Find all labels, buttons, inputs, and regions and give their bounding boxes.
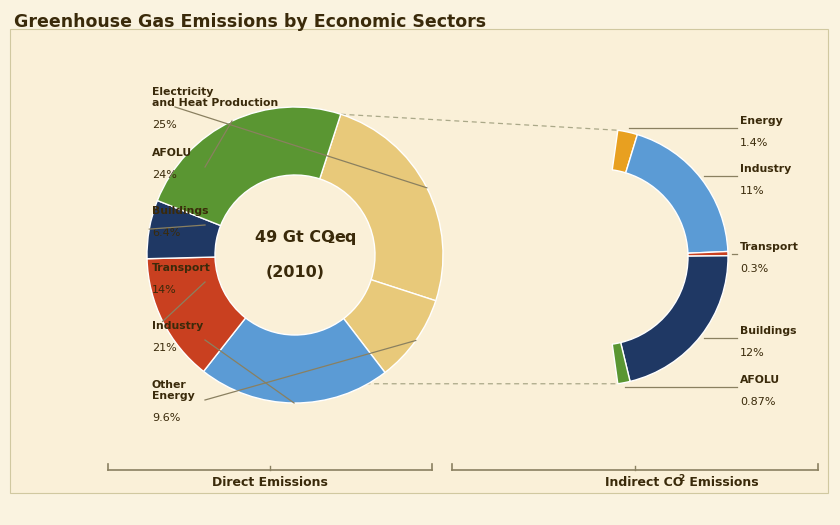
Text: eq: eq bbox=[334, 230, 356, 245]
Text: 49 Gt CO: 49 Gt CO bbox=[255, 230, 335, 245]
FancyBboxPatch shape bbox=[10, 29, 828, 493]
Text: 0.3%: 0.3% bbox=[740, 264, 769, 274]
Text: 2: 2 bbox=[327, 235, 334, 245]
Text: Transport: Transport bbox=[740, 242, 799, 251]
Text: 0.87%: 0.87% bbox=[740, 397, 775, 407]
Text: Direct Emissions: Direct Emissions bbox=[212, 476, 328, 489]
Text: 9.6%: 9.6% bbox=[152, 413, 181, 423]
Wedge shape bbox=[344, 280, 436, 373]
Text: 2: 2 bbox=[678, 474, 685, 483]
Wedge shape bbox=[147, 201, 221, 259]
Text: 14%: 14% bbox=[152, 285, 176, 295]
Wedge shape bbox=[612, 342, 630, 384]
Text: Energy: Energy bbox=[740, 116, 783, 126]
Text: 1.4%: 1.4% bbox=[740, 138, 769, 148]
Text: 11%: 11% bbox=[740, 186, 764, 196]
Text: 12%: 12% bbox=[740, 348, 764, 358]
Wedge shape bbox=[157, 107, 341, 226]
Wedge shape bbox=[626, 134, 728, 253]
Text: Industry: Industry bbox=[740, 164, 791, 174]
Wedge shape bbox=[688, 251, 728, 256]
Text: Transport: Transport bbox=[152, 263, 211, 273]
Text: (2010): (2010) bbox=[265, 265, 324, 280]
Text: Energy: Energy bbox=[152, 391, 195, 401]
Wedge shape bbox=[320, 114, 443, 301]
Text: Buildings: Buildings bbox=[740, 326, 796, 336]
Text: Industry: Industry bbox=[152, 321, 203, 331]
Text: Emissions: Emissions bbox=[685, 476, 759, 489]
Text: 24%: 24% bbox=[152, 170, 177, 180]
Wedge shape bbox=[147, 257, 245, 371]
Text: Indirect CO: Indirect CO bbox=[605, 476, 684, 489]
Text: 6.4%: 6.4% bbox=[152, 228, 181, 238]
Text: AFOLU: AFOLU bbox=[740, 375, 780, 385]
Text: Other: Other bbox=[152, 380, 186, 390]
Text: and Heat Production: and Heat Production bbox=[152, 98, 278, 108]
Wedge shape bbox=[203, 318, 385, 403]
Wedge shape bbox=[621, 256, 728, 382]
Text: AFOLU: AFOLU bbox=[152, 148, 192, 158]
Wedge shape bbox=[612, 130, 638, 173]
Text: Greenhouse Gas Emissions by Economic Sectors: Greenhouse Gas Emissions by Economic Sec… bbox=[14, 13, 486, 31]
Text: Buildings: Buildings bbox=[152, 206, 208, 216]
Text: Electricity: Electricity bbox=[152, 87, 213, 97]
Text: 21%: 21% bbox=[152, 343, 176, 353]
Text: 25%: 25% bbox=[152, 120, 176, 130]
